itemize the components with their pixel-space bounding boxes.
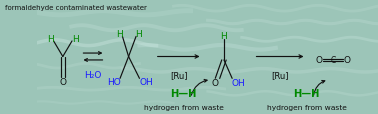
Text: H—H: H—H [170, 89, 197, 98]
Text: [Ru]: [Ru] [271, 71, 289, 80]
Text: hydrogen from waste: hydrogen from waste [144, 104, 224, 110]
Text: H: H [116, 30, 122, 39]
Text: H—H: H—H [293, 89, 320, 98]
Text: formaldehyde contaminated wastewater: formaldehyde contaminated wastewater [6, 5, 147, 11]
Text: H: H [221, 32, 227, 41]
Text: OH: OH [139, 78, 153, 87]
Text: O: O [343, 56, 350, 65]
Text: O: O [212, 79, 218, 88]
Text: [Ru]: [Ru] [170, 71, 187, 80]
Text: H: H [135, 30, 142, 39]
Text: C: C [330, 56, 336, 65]
Text: H: H [47, 34, 54, 43]
Text: OH: OH [231, 79, 245, 88]
Text: O: O [316, 56, 323, 65]
Text: H: H [72, 34, 79, 43]
Text: O: O [59, 78, 66, 87]
Text: H₂O: H₂O [84, 71, 102, 80]
Text: HO: HO [107, 78, 121, 87]
Text: hydrogen from waste: hydrogen from waste [266, 104, 346, 110]
